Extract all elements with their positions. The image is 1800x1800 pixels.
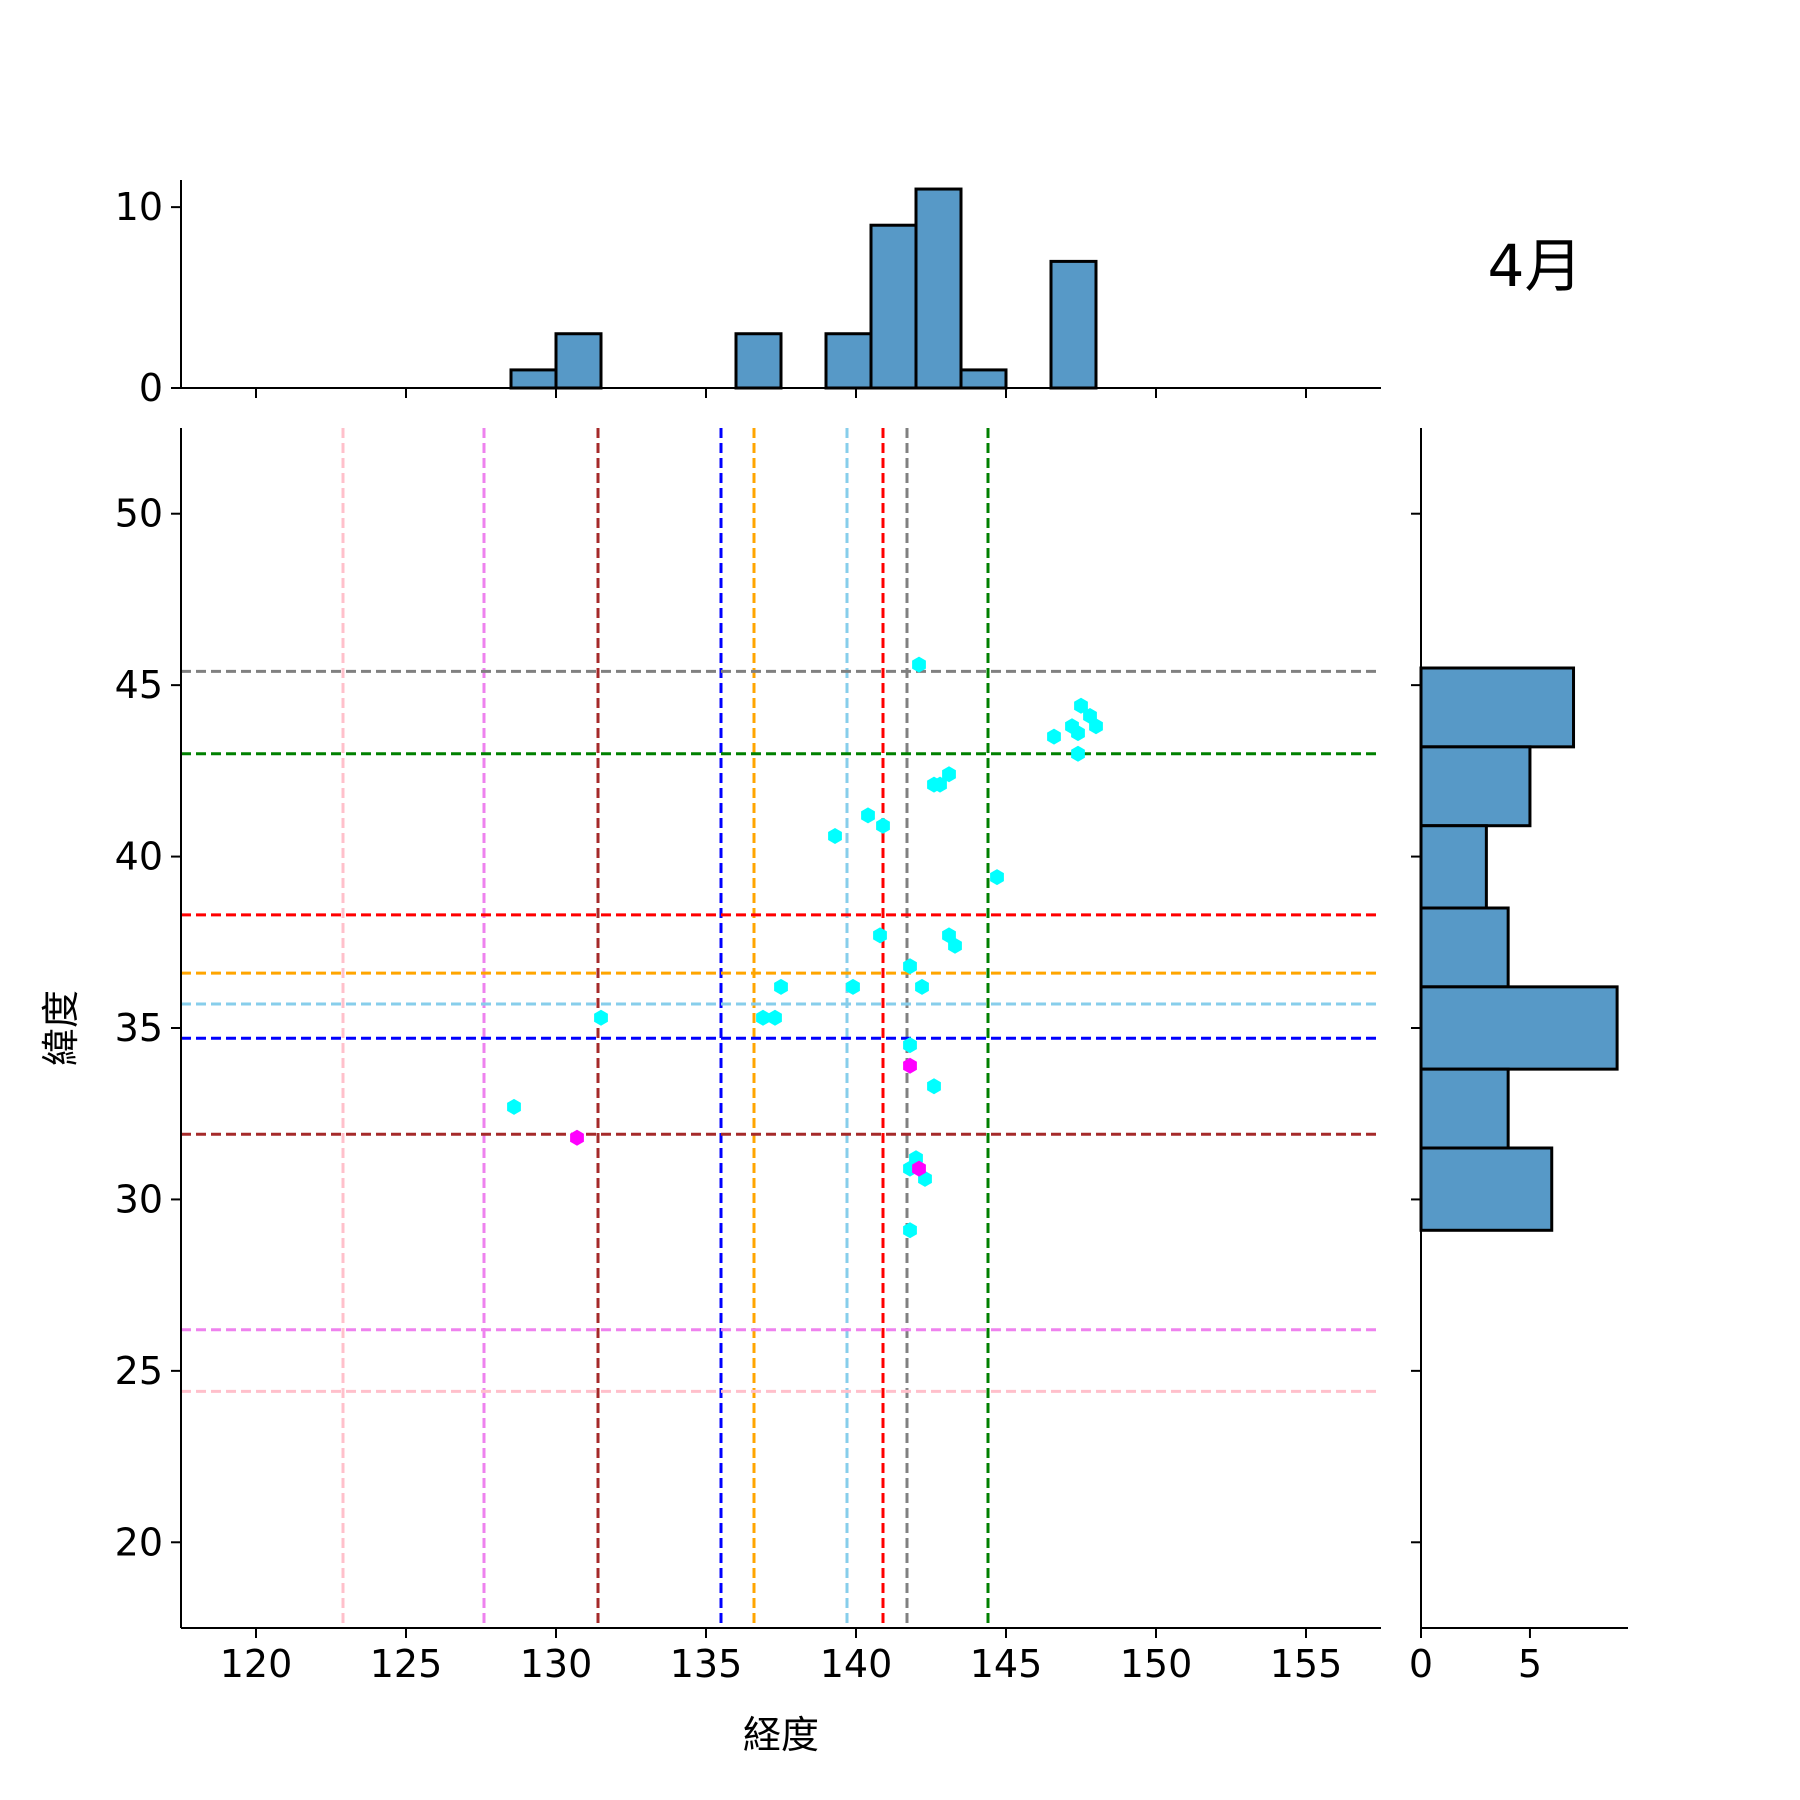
scatter-point-cyan — [507, 1098, 521, 1115]
x-tick-label: 155 — [1270, 1642, 1343, 1686]
scatter-point-cyan — [912, 656, 926, 673]
right-histogram-bar — [1419, 906, 1510, 989]
x-tick-label: 150 — [1120, 1642, 1193, 1686]
scatter-point-cyan — [756, 1009, 770, 1026]
y-axis-label: 緯度 — [39, 990, 83, 1066]
top-histogram-bar — [824, 332, 873, 390]
top-histogram-bar — [1049, 259, 1098, 390]
top-histogram-bar — [554, 332, 603, 390]
top-histogram-bar — [869, 223, 918, 390]
right-hist-x-tick-label: 0 — [1409, 1642, 1433, 1686]
month-label: 4月 — [1488, 232, 1583, 300]
y-tick-label: 35 — [115, 1006, 163, 1050]
scatter-point-cyan — [915, 978, 929, 995]
scatter-point-cyan — [1047, 728, 1061, 745]
right-histogram-bar — [1419, 985, 1619, 1071]
right-histogram-bar — [1419, 666, 1576, 749]
x-tick-label: 140 — [820, 1642, 893, 1686]
right-histogram-bar — [1419, 1067, 1510, 1150]
x-tick-label: 135 — [670, 1642, 743, 1686]
scatter-point-cyan — [594, 1009, 608, 1026]
scatter-point-cyan — [846, 978, 860, 995]
y-tick-label: 40 — [115, 835, 163, 879]
top-hist-y-tick-label: 0 — [139, 366, 163, 410]
top-histogram-bar — [914, 187, 963, 390]
top-hist-y-tick-label: 10 — [115, 185, 163, 229]
scatter-point-cyan — [1071, 725, 1085, 742]
top-histogram-bar — [509, 368, 558, 390]
scatter-point-cyan — [927, 1078, 941, 1095]
x-tick-label: 125 — [370, 1642, 443, 1686]
scatter-point-cyan — [873, 927, 887, 944]
scatter-point-cyan — [903, 958, 917, 975]
scatter-point-cyan — [876, 817, 890, 834]
right-hist-x-tick-label: 5 — [1518, 1642, 1542, 1686]
scatter-point-cyan — [927, 776, 941, 793]
scatter-point-cyan — [1074, 697, 1088, 714]
scatter-point-cyan — [768, 1009, 782, 1026]
top-histogram-bar — [959, 368, 1008, 390]
x-tick-label: 145 — [970, 1642, 1043, 1686]
y-tick-label: 45 — [115, 663, 163, 707]
y-tick-label: 25 — [115, 1349, 163, 1393]
scatter-point-cyan — [861, 807, 875, 824]
top-marginal-histogram: 0 10 — [115, 180, 1381, 410]
scatter-point-magenta — [903, 1057, 917, 1074]
main-scatter-plot: 120 125 130 135 140 145 150 155 20253035404550 … — [39, 428, 1381, 1757]
x-tick-label: 120 — [220, 1642, 293, 1686]
scatter-point-cyan — [774, 978, 788, 995]
scatter-point-cyan — [1089, 718, 1103, 735]
top-histogram-bar — [734, 332, 783, 390]
scatter-point-cyan — [942, 766, 956, 783]
scatter-point-magenta — [912, 1160, 926, 1177]
scatter-point-magenta — [570, 1129, 584, 1146]
scatter-point-cyan — [948, 937, 962, 954]
scatter-point-cyan — [828, 828, 842, 844]
right-histogram-bar — [1419, 1146, 1554, 1232]
x-axis-label: 経度 — [743, 1713, 819, 1757]
scatter-point-cyan — [990, 869, 1004, 886]
scatter-point-cyan — [1071, 745, 1085, 762]
right-histogram-bar — [1419, 745, 1532, 828]
right-histogram-bar — [1419, 824, 1488, 910]
scatter-point-cyan — [903, 1037, 917, 1054]
y-tick-label: 20 — [115, 1520, 163, 1564]
y-tick-label: 30 — [115, 1177, 163, 1221]
scatter-point-cyan — [903, 1222, 917, 1239]
x-tick-label: 130 — [520, 1642, 593, 1686]
y-tick-label: 50 — [115, 492, 163, 536]
